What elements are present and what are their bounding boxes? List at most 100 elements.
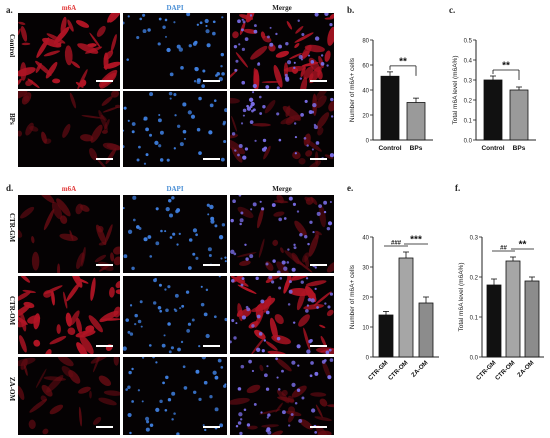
y-tick-label: 0.1: [470, 316, 479, 322]
y-axis-label: Total m6A level (m6A%): [458, 263, 465, 332]
micrograph-texture: [18, 195, 120, 273]
cell-cytoplasm: [232, 31, 239, 39]
cell-nucleus: [256, 314, 261, 319]
cell-nucleus: [327, 305, 331, 309]
cell-cytoplasm: [305, 150, 313, 157]
cell-nucleus: [180, 66, 184, 70]
cell-nucleus: [220, 366, 224, 369]
cell-nucleus: [272, 259, 276, 263]
significance-label: ##: [500, 246, 507, 252]
cell-cytoplasm: [264, 99, 276, 114]
cell-nucleus: [327, 375, 332, 380]
cell-cytoplasm: [21, 92, 32, 105]
cell-nucleus: [125, 318, 129, 322]
bar-control: [380, 75, 400, 141]
cell-nucleus: [310, 361, 314, 365]
cell-nucleus: [149, 92, 154, 97]
cell-nucleus: [278, 44, 282, 49]
col-head-m6a: m6A: [61, 4, 77, 12]
y-axis-label: Number of m6A+ cells: [349, 57, 356, 122]
cell-cytoplasm: [284, 250, 304, 266]
cell-nucleus: [284, 76, 290, 81]
cell-cytoplasm: [18, 130, 23, 137]
cell-nucleus: [203, 312, 208, 317]
cell-nucleus: [246, 106, 252, 111]
cell-nucleus: [242, 114, 245, 117]
cell-nucleus: [140, 325, 143, 328]
cell-cytoplasm: [69, 229, 74, 241]
cell-cytoplasm: [35, 62, 42, 73]
cell-nucleus: [244, 37, 249, 41]
cell-nucleus: [206, 43, 211, 48]
cell-nucleus: [173, 412, 176, 415]
cell-nucleus: [166, 158, 170, 162]
cell-nucleus: [288, 424, 291, 427]
cell-nucleus: [198, 96, 202, 101]
cell-nucleus: [248, 97, 254, 102]
micrograph-control-merge: [230, 13, 334, 89]
cell-nucleus: [281, 369, 284, 373]
cell-nucleus: [149, 255, 153, 258]
cell-cytoplasm: [101, 129, 108, 134]
cell-nucleus: [292, 202, 297, 206]
cell-nucleus: [240, 211, 244, 215]
cell-cytoplasm: [273, 64, 283, 88]
cell-nucleus: [329, 292, 334, 296]
cell-nucleus: [223, 384, 227, 388]
cell-nucleus: [300, 113, 304, 117]
cell-cytoplasm: [230, 134, 239, 139]
cell-nucleus: [249, 254, 254, 259]
cell-nucleus: [187, 266, 192, 270]
cell-cytoplasm: [104, 224, 113, 244]
cell-nucleus: [123, 346, 127, 351]
cell-nucleus: [232, 199, 236, 204]
cell-nucleus: [287, 303, 291, 306]
cell-nucleus: [220, 64, 223, 68]
cell-cytoplasm: [109, 286, 115, 298]
cell-cytoplasm: [246, 384, 261, 394]
cell-nucleus: [231, 132, 236, 136]
cell-nucleus: [173, 93, 177, 97]
cell-nucleus: [192, 252, 196, 256]
cell-nucleus: [219, 423, 224, 428]
cell-nucleus: [125, 388, 129, 391]
cell-nucleus: [168, 199, 172, 203]
cell-nucleus: [286, 261, 290, 264]
cell-nucleus: [313, 125, 318, 130]
cell-nucleus: [136, 35, 140, 40]
cell-cytoplasm: [329, 13, 334, 19]
cell-cytoplasm: [18, 291, 31, 302]
micrograph-ctrom-dapi: [123, 276, 227, 354]
cell-cytoplasm: [313, 291, 332, 307]
cell-nucleus: [173, 21, 176, 24]
significance-label: **: [399, 56, 407, 67]
cell-nucleus: [176, 432, 180, 435]
cell-cytoplasm: [18, 304, 31, 319]
cell-nucleus: [155, 361, 158, 364]
cell-nucleus: [169, 236, 173, 239]
cell-cytoplasm: [239, 260, 251, 266]
cell-cytoplasm: [21, 42, 31, 46]
cell-nucleus: [266, 35, 270, 39]
cell-cytoplasm: [18, 28, 21, 36]
cell-nucleus: [239, 431, 243, 435]
cell-nucleus: [263, 339, 267, 342]
bar-ctr-gm: [486, 284, 502, 358]
cell-cytoplasm: [67, 327, 76, 336]
cell-nucleus: [238, 143, 243, 148]
cell-nucleus: [179, 142, 184, 147]
cell-nucleus: [145, 153, 149, 157]
cell-nucleus: [217, 358, 222, 363]
cell-cytoplasm: [310, 392, 327, 397]
cell-nucleus: [170, 346, 175, 350]
panel-letter-c: c.: [449, 5, 456, 15]
cell-nucleus: [323, 210, 327, 214]
cell-nucleus: [233, 336, 237, 340]
cell-nucleus: [204, 18, 209, 24]
cell-cytoplasm: [294, 220, 307, 237]
micrograph-ctrom-m6a: [18, 276, 120, 354]
cell-nucleus: [205, 29, 210, 34]
cell-nucleus: [207, 247, 212, 252]
cell-nucleus: [316, 306, 319, 309]
cell-cytoplasm: [78, 386, 91, 394]
